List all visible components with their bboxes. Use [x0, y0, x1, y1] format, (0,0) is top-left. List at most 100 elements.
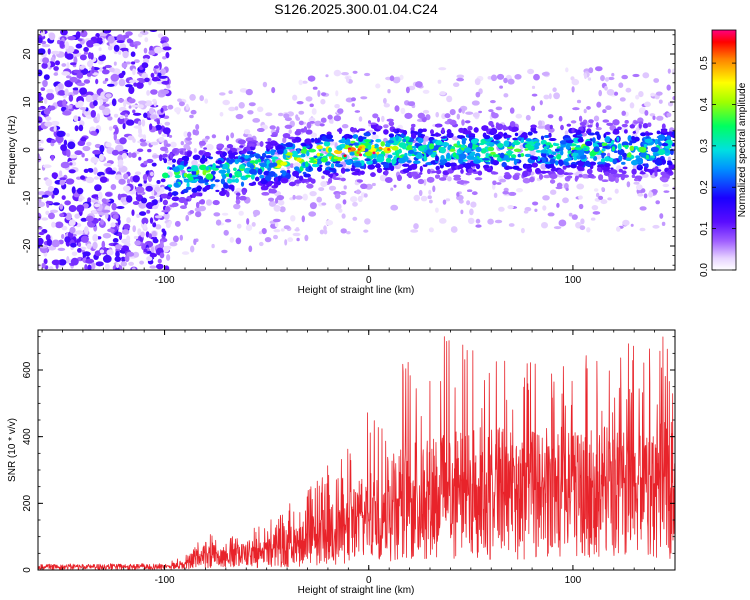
- heatmap-cell: [145, 231, 150, 238]
- heatmap-cell: [199, 95, 204, 102]
- heatmap-cell: [507, 150, 513, 156]
- heatmap-cell: [124, 113, 129, 118]
- heatmap-cell: [585, 140, 593, 147]
- heatmap-cell: [663, 190, 670, 193]
- heatmap-cell: [308, 160, 317, 163]
- heatmap-cell: [375, 138, 382, 143]
- heatmap-cell: [527, 68, 535, 75]
- heatmap-cell: [399, 74, 404, 80]
- heatmap-cell: [144, 37, 149, 43]
- heatmap-cell: [668, 164, 675, 170]
- heatmap-cell: [122, 123, 126, 130]
- heatmap-cell: [228, 184, 235, 190]
- heatmap-cell: [272, 218, 281, 223]
- heatmap-cell: [235, 199, 241, 205]
- heatmap-cell: [196, 185, 202, 192]
- heatmap-cell: [166, 254, 171, 261]
- heatmap-cell: [305, 129, 313, 135]
- heatmap-cell: [512, 174, 520, 181]
- heatmap-cell: [342, 199, 347, 205]
- heatmap-cell: [99, 144, 105, 153]
- heatmap-cell: [221, 212, 229, 216]
- heatmap-cell: [316, 145, 323, 150]
- heatmap-cell: [549, 173, 558, 179]
- heatmap-cell: [390, 204, 399, 211]
- heatmap-cell: [352, 70, 358, 74]
- heatmap-cell: [418, 189, 423, 197]
- heatmap-cell: [268, 200, 277, 207]
- heatmap-cell: [299, 175, 304, 181]
- heatmap-cell: [514, 74, 522, 80]
- heatmap-cell: [57, 247, 66, 251]
- heatmap-cell: [503, 93, 509, 98]
- heatmap-cell: [162, 127, 171, 135]
- heatmap-cell: [320, 98, 326, 105]
- heatmap-cell: [51, 239, 60, 248]
- heatmap-cell: [245, 174, 251, 178]
- heatmap-cell: [337, 108, 344, 114]
- heatmap-cell: [395, 135, 399, 141]
- heatmap-cell: [556, 154, 562, 160]
- heatmap-cell: [397, 124, 404, 130]
- heatmap-cell: [514, 132, 519, 137]
- heatmap-cell: [472, 112, 480, 118]
- heatmap-cell: [446, 132, 454, 138]
- heatmap-cell: [302, 146, 307, 150]
- heatmap-cell: [571, 86, 575, 93]
- heatmap-cell: [358, 146, 363, 150]
- heatmap-cell: [463, 147, 472, 153]
- heatmap-cell: [222, 174, 227, 180]
- heatmap-cell: [59, 203, 64, 210]
- heatmap-cell: [126, 251, 135, 257]
- heatmap-cell: [180, 205, 187, 210]
- heatmap-cell: [294, 166, 300, 171]
- heatmap-cell: [358, 153, 363, 157]
- heatmap-cell: [152, 205, 159, 210]
- heatmap-cell: [601, 187, 605, 191]
- heatmap-cell: [285, 142, 294, 148]
- heatmap-cell: [267, 143, 272, 150]
- heatmap-cell: [595, 122, 599, 128]
- heatmap-cell: [338, 208, 343, 213]
- heatmap-cell: [405, 136, 410, 141]
- heatmap-cell: [564, 162, 570, 166]
- heatmap-cell: [159, 241, 164, 248]
- heatmap-cell: [79, 54, 87, 61]
- heatmap-cell: [531, 93, 538, 97]
- heatmap-cell: [352, 134, 359, 139]
- heatmap-cell: [79, 65, 85, 70]
- heatmap-cell: [183, 179, 191, 183]
- heatmap-cell: [629, 124, 635, 129]
- heatmap-cell: [394, 105, 400, 112]
- heatmap-cell: [469, 152, 476, 157]
- heatmap-cell: [152, 154, 161, 158]
- heatmap-cell: [150, 72, 155, 78]
- heatmap-cell: [504, 172, 510, 176]
- heatmap-cell: [162, 153, 168, 158]
- heatmap-cell: [364, 72, 371, 77]
- heatmap-cell: [57, 90, 66, 96]
- heatmap-cell: [387, 154, 393, 159]
- heatmap-cell: [447, 176, 452, 182]
- heatmap-cell: [572, 107, 580, 111]
- heatmap-cell: [257, 128, 265, 132]
- heatmap-cell: [407, 101, 416, 107]
- heatmap-cell: [249, 168, 257, 175]
- heatmap-cell: [143, 160, 148, 165]
- heatmap-cell: [458, 157, 463, 164]
- heatmap-cell: [216, 143, 225, 149]
- heatmap-cell: [608, 176, 616, 182]
- spectrogram-y-tick-label: 10: [22, 96, 33, 108]
- heatmap-cell: [94, 184, 102, 192]
- heatmap-cell: [461, 139, 466, 145]
- heatmap-cell: [239, 195, 247, 201]
- heatmap-cell: [219, 190, 226, 196]
- heatmap-cell: [132, 68, 136, 76]
- heatmap-cell: [262, 152, 267, 158]
- heatmap-cell: [333, 169, 337, 174]
- heatmap-cell: [556, 202, 560, 208]
- heatmap-cell: [126, 178, 131, 184]
- heatmap-cell: [143, 112, 148, 119]
- heatmap-cell: [372, 151, 376, 155]
- heatmap-cell: [251, 222, 256, 227]
